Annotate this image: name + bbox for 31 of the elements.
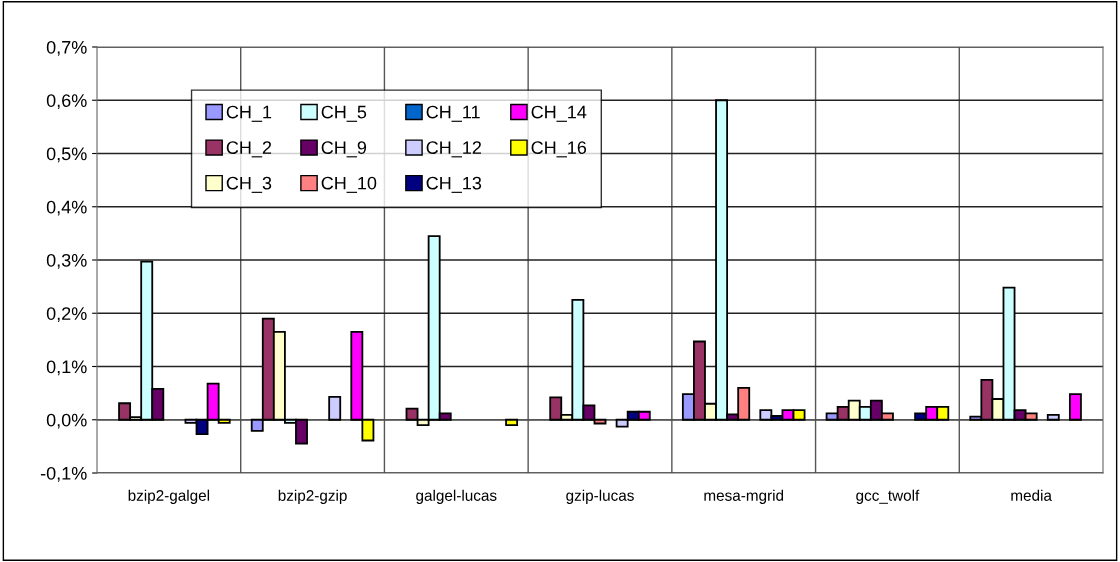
- x-tick-label: mesa-mgrid: [704, 489, 784, 504]
- legend-label: CH_5: [321, 105, 367, 122]
- legend-label: CH_14: [531, 105, 587, 122]
- legend-label: CH_9: [321, 141, 367, 158]
- y-tick-label: 0,7%: [46, 40, 87, 56]
- y-tick-label: 0,5%: [46, 147, 87, 163]
- bar: [1046, 414, 1060, 421]
- x-tick-label: bzip2-gzip: [278, 489, 347, 504]
- x-tick-label: galgel-lucas: [416, 489, 497, 504]
- x-tick-label: bzip2-galgel: [128, 489, 210, 504]
- legend-label: CH_13: [426, 176, 482, 193]
- legend-label: CH_10: [321, 176, 377, 193]
- legend-label: CH_3: [226, 176, 272, 193]
- y-tick-label: 0,1%: [46, 360, 87, 376]
- x-tick-label: gzip-lucas: [566, 489, 634, 504]
- legend-label: CH_11: [426, 105, 480, 122]
- x-tick-label: gcc_twolf: [856, 489, 920, 504]
- y-tick-label: 0,2%: [46, 307, 87, 323]
- legend-label: CH_12: [426, 141, 481, 158]
- y-tick-label: 0,6%: [46, 94, 87, 110]
- bar: [505, 418, 519, 426]
- legend-label: CH_2: [226, 141, 272, 158]
- y-tick-label: 0,3%: [46, 253, 87, 269]
- bar: [1068, 393, 1082, 421]
- y-tick-label: 0,4%: [46, 200, 87, 216]
- legend-label: CH_1: [226, 105, 272, 122]
- legend-label: CH_16: [531, 141, 587, 158]
- y-tick-label: 0,0%: [46, 413, 87, 429]
- bar: [328, 395, 342, 421]
- y-tick-label: -0,1%: [40, 466, 87, 482]
- x-tick-label: media: [1011, 489, 1052, 501]
